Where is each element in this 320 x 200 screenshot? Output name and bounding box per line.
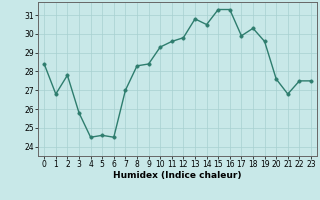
X-axis label: Humidex (Indice chaleur): Humidex (Indice chaleur) [113,171,242,180]
